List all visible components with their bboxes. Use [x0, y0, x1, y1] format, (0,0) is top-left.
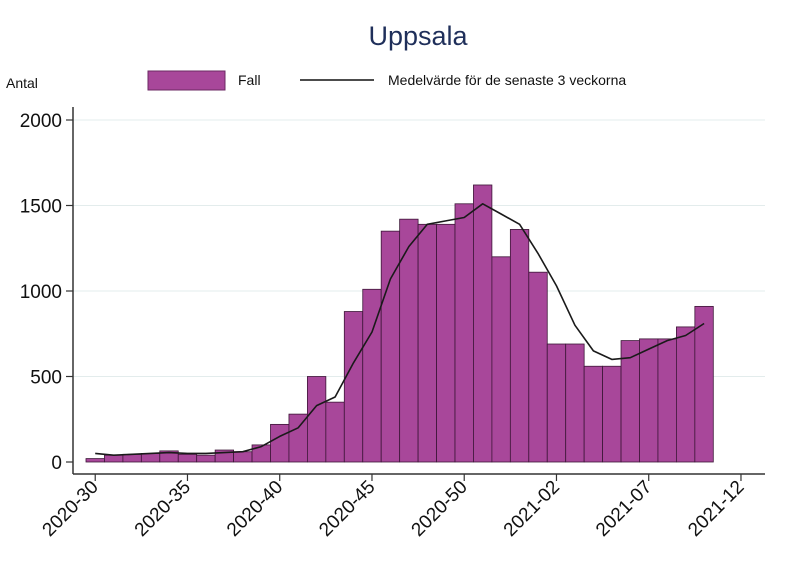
y-ticks: 0 500 1000 1500 2000 — [20, 111, 73, 474]
bar — [343, 311, 364, 463]
bar — [694, 305, 714, 463]
bar — [583, 365, 604, 463]
bar — [270, 423, 290, 463]
bar — [399, 218, 419, 463]
bar — [417, 223, 437, 463]
bar — [325, 401, 345, 463]
bar — [306, 376, 327, 463]
bar — [528, 271, 548, 463]
x-tick-label: 2020-40 — [223, 477, 287, 541]
x-tick-label: 2021-12 — [684, 477, 748, 541]
x-tick-label: 2020-30 — [39, 477, 103, 541]
x-tick-label: 2020-45 — [315, 477, 379, 541]
bar — [104, 454, 124, 463]
mean-line — [95, 203, 705, 457]
bar — [657, 338, 677, 463]
legend-swatch-fall — [147, 70, 226, 91]
bar — [288, 413, 308, 463]
y-tick-label: 1000 — [20, 282, 62, 303]
y-axis-label: Antal — [6, 75, 38, 91]
legend-label-fall: Fall — [238, 72, 261, 88]
bar — [233, 451, 253, 463]
bar — [565, 343, 585, 463]
bar — [454, 203, 474, 463]
y-tick-label: 1500 — [20, 197, 62, 218]
x-tick-label: 2020-50 — [408, 477, 472, 541]
y-tick-label: 0 — [51, 453, 62, 474]
legend: Fall Medelvärde för de senaste 3 veckorn… — [147, 70, 626, 91]
bars — [85, 184, 714, 463]
bar — [196, 454, 216, 463]
chart-title: Uppsala — [368, 21, 468, 51]
y-tick-label: 500 — [30, 368, 62, 389]
bar — [122, 453, 142, 463]
bar — [177, 453, 198, 463]
legend-label-mean: Medelvärde för de senaste 3 veckorna — [388, 72, 626, 88]
bar — [509, 229, 530, 463]
bar — [140, 453, 161, 463]
bar — [639, 338, 659, 463]
x-tick-label: 2021-02 — [500, 477, 564, 541]
x-tick-label: 2020-35 — [131, 477, 195, 541]
bar — [380, 230, 401, 463]
bar — [602, 365, 622, 463]
x-ticks: 2020-30 2020-35 2020-40 2020-45 2020-50 2021-… — [39, 474, 749, 541]
bar — [251, 444, 271, 463]
x-tick-label: 2021-07 — [592, 477, 656, 541]
bar — [676, 326, 696, 463]
bar — [491, 256, 511, 463]
y-tick-label: 2000 — [20, 111, 62, 132]
bar — [436, 223, 456, 463]
bar — [85, 458, 105, 463]
bar — [473, 184, 493, 463]
bar — [546, 343, 567, 463]
